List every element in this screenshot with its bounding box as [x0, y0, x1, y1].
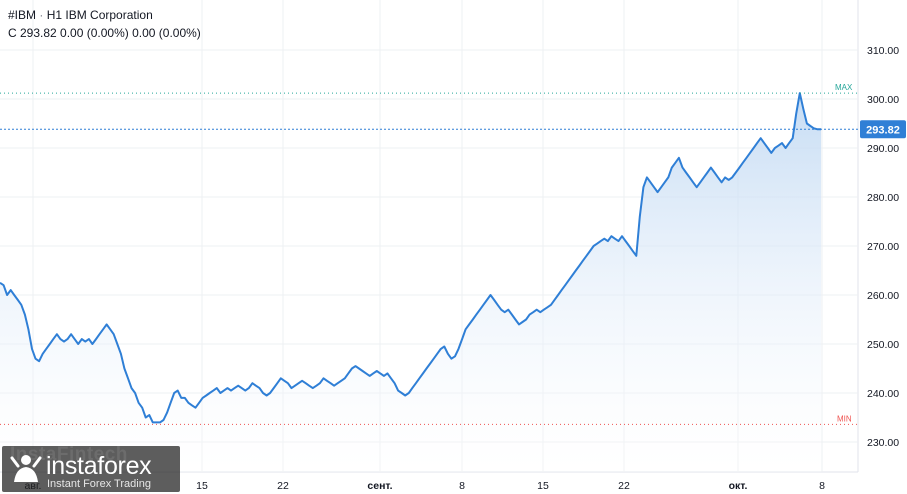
price-area-fill: [0, 93, 822, 472]
axis-labels: MAX MIN 293.82: [835, 83, 906, 423]
y-tick-label: 240.00: [867, 388, 899, 400]
x-tick-label: 22: [618, 480, 630, 492]
x-tick-label: 8: [459, 480, 465, 492]
y-tick-label: 260.00: [867, 290, 899, 302]
reference-lines: [0, 92, 858, 425]
symbol-description: H1 IBM Corporation: [46, 8, 153, 22]
y-tick-label: 280.00: [867, 192, 899, 204]
x-tick-label: 8: [819, 480, 825, 492]
x-tick-label: 15: [537, 480, 549, 492]
price-axis[interactable]: 310.00 300.00 290.00 280.00 270.00 260.00 250.…: [867, 45, 899, 449]
y-tick-label: 310.00: [867, 45, 899, 57]
y-tick-label: 290.00: [867, 143, 899, 155]
y-tick-label: 270.00: [867, 241, 899, 253]
brand-name: instaforex: [46, 452, 152, 480]
y-tick-label: 300.00: [867, 94, 899, 106]
legend-separator: ·: [39, 8, 44, 22]
max-label: MAX: [835, 83, 853, 92]
x-tick-label: сент.: [367, 480, 392, 492]
last-price-label: 293.82: [866, 124, 900, 136]
x-tick-label: 22: [277, 480, 289, 492]
ohlc-readout: C 293.82 0.00 (0.00%) 0.00 (0.00%): [8, 26, 201, 40]
price-area: [0, 92, 822, 472]
symbol-legend: #IBM · H1 IBM Corporation C 293.82 0.00 …: [8, 6, 201, 42]
instaforex-logo: InstaFintech instaforex Instant Forex Tr…: [2, 444, 180, 492]
x-tick-label: 15: [196, 480, 208, 492]
instaforex-emblem-icon: [10, 455, 42, 482]
y-tick-label: 230.00: [867, 437, 899, 449]
last-price-badge: [860, 120, 906, 139]
min-label: MIN: [837, 414, 852, 423]
y-tick-label: 250.00: [867, 339, 899, 351]
x-tick-label: окт.: [729, 480, 748, 492]
price-line: [0, 92, 822, 424]
symbol-name: #IBM: [8, 8, 37, 22]
brand-tagline: Instant Forex Trading: [47, 478, 151, 490]
